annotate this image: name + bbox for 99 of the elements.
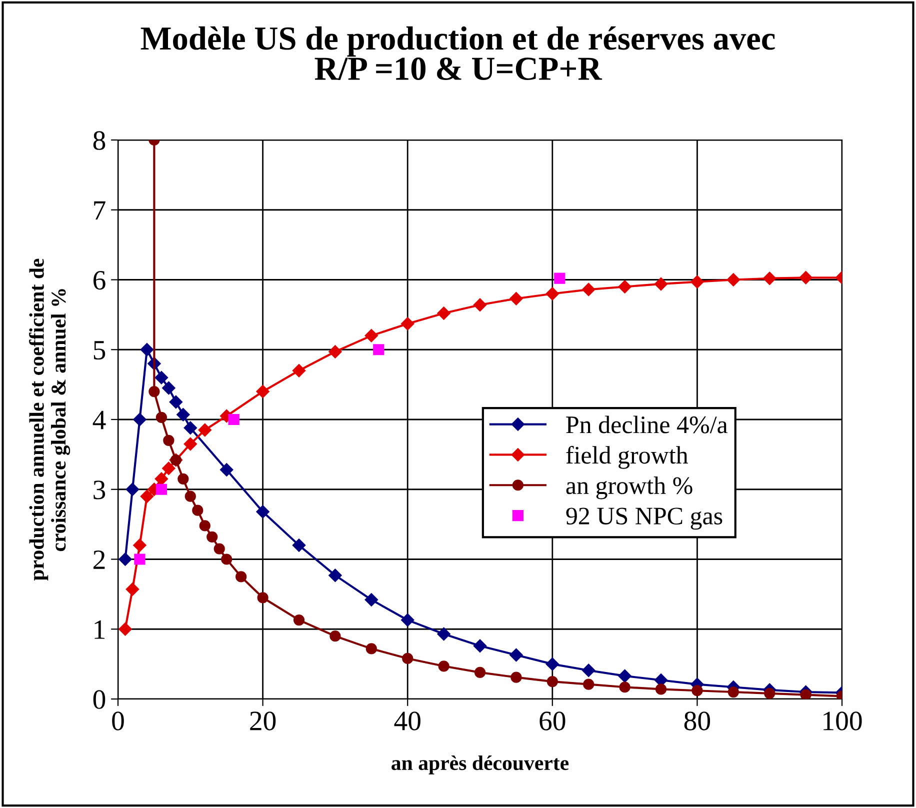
point [401,317,414,330]
point [199,520,210,532]
point [163,434,174,446]
point [140,343,154,356]
point [178,473,189,484]
point [510,292,523,306]
legend-label: 92 US NPC gas [566,508,722,530]
point [582,664,596,677]
point [133,538,146,552]
point [192,504,204,516]
point [292,364,306,378]
point [582,282,596,296]
point [510,672,522,683]
point [228,414,240,426]
point [546,676,558,688]
point [546,657,559,671]
point [134,554,146,565]
point [257,592,268,604]
point [176,408,190,422]
point [198,423,212,437]
point [162,381,176,395]
point [148,386,160,398]
point [618,669,632,683]
point [293,614,305,626]
y-tick-label: 7 [94,201,106,220]
point [184,437,197,451]
point [126,582,140,596]
point [474,666,486,678]
point [402,652,414,664]
point [728,686,739,698]
point [692,685,703,696]
point [236,571,247,582]
point [140,490,154,503]
point [256,505,270,518]
x-tick-label: 100 [824,712,862,730]
y-axis-title: production annuelle et coefficient de croissance global & annuel % [29,258,70,580]
point [510,648,523,662]
legend-label: field growth [566,446,688,469]
point [156,412,167,423]
point [162,462,176,475]
point [328,345,342,358]
point [799,271,812,284]
point [763,272,776,285]
point [546,287,559,300]
point [154,370,168,384]
point [154,472,168,486]
point [184,421,197,434]
point [364,329,378,342]
point [473,298,487,312]
y-tick-label: 4 [92,410,106,430]
x-tick-label: 80 [684,712,710,730]
point [214,543,225,554]
point [473,639,487,652]
legend-label: Pn decline 4%/a [566,416,728,434]
point [554,272,566,284]
x-tick-label: 60 [540,712,566,730]
point [437,306,450,320]
legend-label: an growth % [566,476,692,500]
point [206,531,218,542]
point [133,412,146,426]
point [726,273,740,286]
y-tick-label: 6 [94,270,106,290]
point [654,277,668,291]
point [366,643,377,654]
y-tick-label: 0 [93,690,106,709]
point [221,554,232,565]
y-tick-label: 5 [94,341,106,360]
point [618,280,632,294]
x-tick-label: 0 [112,712,124,730]
point [373,344,384,356]
y-tick-label: 3 [94,480,106,500]
point [156,484,167,495]
point [256,384,270,398]
point [328,568,342,582]
x-tick-label: 40 [394,712,420,730]
point [655,684,667,695]
y-tick-label: 8 [93,131,106,150]
point [118,622,132,636]
point [330,630,341,642]
point [583,678,594,690]
x-axis-title: an après découverte [392,755,569,774]
point [126,482,140,496]
x-tick-label: 20 [250,712,276,730]
point [401,613,414,627]
point [619,682,630,693]
point [690,275,704,288]
chart-title: Modèle US de production et de réserves avec R/P =10 & U=CP+R [140,26,775,80]
point [292,538,306,552]
point [437,627,450,641]
point [800,689,812,699]
point [184,490,196,502]
point [220,463,234,476]
point [169,395,183,409]
y-tick-label: 1 [94,620,105,639]
y-tick-label: 2 [94,550,105,569]
point [364,593,378,606]
point [438,660,450,672]
point [764,688,776,699]
point [118,552,132,566]
